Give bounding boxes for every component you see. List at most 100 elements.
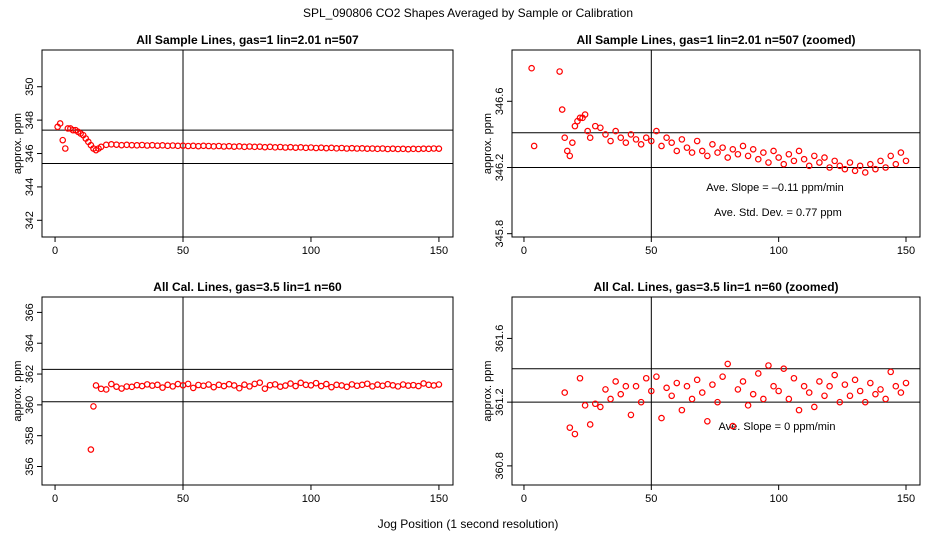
- data-point: [59, 136, 67, 144]
- data-point: [358, 381, 366, 389]
- data-point: [563, 147, 571, 155]
- data-point: [353, 382, 361, 390]
- data-point: [724, 360, 732, 368]
- data-point: [323, 380, 330, 388]
- data-point: [861, 398, 869, 406]
- x-tick-label: 50: [177, 493, 189, 505]
- data-point: [739, 378, 747, 385]
- data-point: [719, 144, 726, 151]
- panel-title: All Sample Lines, gas=1 lin=2.01 n=507: [136, 33, 359, 47]
- data-point: [831, 371, 838, 379]
- data-point: [724, 154, 732, 161]
- data-point: [92, 382, 100, 389]
- data-point: [851, 376, 859, 384]
- data-point: [882, 164, 889, 171]
- data-point: [632, 382, 640, 390]
- x-tick-label: 50: [177, 245, 189, 257]
- data-point: [571, 122, 579, 130]
- data-point: [760, 149, 767, 156]
- data-point: [897, 149, 905, 156]
- data-point: [205, 381, 212, 388]
- data-point: [714, 149, 721, 156]
- data-point: [617, 390, 625, 398]
- data-point: [861, 169, 869, 176]
- data-point: [790, 157, 798, 165]
- data-point: [846, 392, 854, 400]
- data-point: [602, 131, 609, 138]
- data-point: [673, 147, 681, 155]
- data-point: [576, 374, 584, 382]
- y-axis-label: approx. ppm: [482, 360, 494, 421]
- data-point: [856, 387, 864, 395]
- data-point: [867, 379, 874, 387]
- data-point: [790, 374, 798, 382]
- data-point: [688, 149, 696, 156]
- data-point: [872, 165, 879, 173]
- y-tick-label: 345.8: [494, 220, 506, 248]
- y-tick-label: 361.2: [494, 388, 506, 416]
- data-point: [729, 422, 737, 430]
- y-tick-label: 362: [24, 365, 36, 383]
- data-point: [622, 139, 630, 146]
- data-point: [729, 145, 737, 153]
- data-point: [648, 137, 655, 145]
- data-point: [328, 383, 335, 391]
- data-point: [558, 106, 566, 113]
- data-point: [287, 380, 294, 387]
- data-point: [739, 142, 747, 150]
- plot-frame: [41, 49, 454, 238]
- x-tick-label: 100: [769, 493, 787, 505]
- data-point: [658, 414, 665, 422]
- data-point: [770, 382, 777, 390]
- data-point: [754, 370, 762, 377]
- data-point: [698, 147, 706, 155]
- data-point: [271, 381, 279, 388]
- y-tick-label: 342: [24, 211, 36, 229]
- x-tick-label: 0: [521, 245, 527, 257]
- data-point: [584, 127, 591, 135]
- data-point: [653, 373, 660, 380]
- data-point: [586, 421, 594, 428]
- data-point: [816, 378, 823, 385]
- data-point: [704, 417, 711, 425]
- x-tick-label: 150: [897, 493, 915, 505]
- data-point: [210, 383, 218, 391]
- data-point: [821, 154, 828, 161]
- data-point: [56, 120, 64, 127]
- data-point: [384, 380, 392, 388]
- data-point: [597, 403, 604, 411]
- data-point: [591, 400, 599, 408]
- data-point: [663, 134, 670, 142]
- data-point: [683, 382, 691, 390]
- data-point: [571, 430, 579, 438]
- data-point: [230, 382, 238, 389]
- data-point: [184, 380, 192, 388]
- data-point: [399, 381, 407, 388]
- y-tick-label: 360: [24, 396, 36, 414]
- data-point: [836, 162, 844, 170]
- y-tick-label: 346: [24, 144, 36, 162]
- data-point: [90, 403, 97, 410]
- plot-frame: [511, 49, 921, 238]
- data-point: [678, 406, 686, 414]
- x-tick-label: 150: [430, 493, 448, 505]
- y-axis-label: approx. ppm: [12, 113, 24, 174]
- data-point: [882, 395, 889, 403]
- data-point: [663, 384, 670, 392]
- data-point: [714, 398, 721, 406]
- x-tick-label: 0: [52, 493, 58, 505]
- data-point: [266, 381, 274, 389]
- y-tick-label: 364: [24, 334, 36, 352]
- data-point: [811, 403, 818, 411]
- data-point: [805, 389, 813, 396]
- data-point: [770, 147, 777, 155]
- data-point: [648, 387, 655, 395]
- data-point: [826, 382, 833, 390]
- data-point: [877, 157, 884, 165]
- data-point: [528, 64, 535, 72]
- data-point: [556, 68, 563, 75]
- data-point: [189, 384, 197, 392]
- data-point: [627, 131, 635, 138]
- data-point: [195, 381, 202, 389]
